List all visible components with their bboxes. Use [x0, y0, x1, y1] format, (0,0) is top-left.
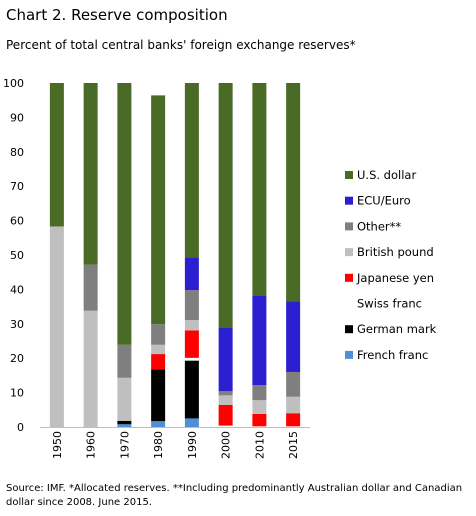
legend-swatch [345, 273, 353, 282]
source-note: Source: IMF. *Allocated reserves. **Incl… [6, 483, 463, 508]
bar-segment [49, 83, 64, 227]
x-tick-label: 1970 [118, 431, 131, 459]
x-tick-label: 1980 [152, 431, 165, 459]
bar-segment [151, 95, 166, 325]
x-tick-label: 1950 [51, 431, 64, 459]
bar-segment [184, 357, 199, 361]
chart-subtitle: Percent of total central banks' foreign … [6, 38, 356, 52]
bar-segment [83, 310, 98, 427]
x-tick-label: 2000 [220, 431, 233, 459]
legend-label: Other** [357, 219, 401, 233]
bar-segment [184, 330, 199, 358]
chart-title: Chart 2. Reserve composition [6, 6, 228, 24]
bar-segment [83, 264, 98, 311]
bar-segment [252, 400, 267, 414]
x-axis: 1950 1960 1970 1980 1990 2000 2010 2015 [40, 427, 310, 459]
legend-swatch [345, 196, 353, 205]
bar-segment [117, 83, 132, 345]
x-tick-label: 1960 [85, 431, 98, 459]
legend-label: French franc [357, 348, 428, 362]
bar-segment [151, 421, 166, 427]
legend-label: British pound [357, 245, 434, 259]
bar-segment [184, 418, 199, 427]
x-tick-label: 2010 [253, 431, 266, 459]
bar-segment [218, 425, 233, 427]
legend-swatch [345, 222, 353, 231]
bar-segment [184, 290, 199, 321]
bar-segment [184, 360, 199, 419]
legend-swatch [345, 325, 353, 334]
y-tick-label: 20 [10, 352, 24, 365]
y-tick-label: 40 [10, 283, 24, 296]
bar-segment [151, 354, 166, 370]
bar-segment [218, 327, 233, 392]
legend-label: U.S. dollar [357, 168, 416, 182]
legend: U.S. dollar ECU/Euro Other** British pound J… [345, 168, 437, 362]
y-tick-label: 60 [10, 215, 24, 228]
bar-area [49, 83, 301, 427]
bar-segment [184, 83, 199, 258]
bar-segment [184, 257, 199, 291]
x-tick-label: 2015 [287, 431, 300, 459]
legend-label: Swiss franc [357, 297, 422, 311]
legend-label: German mark [357, 322, 437, 336]
y-tick-label: 30 [10, 318, 24, 331]
bar-segment [151, 344, 166, 355]
legend-label: Japanese yen [356, 271, 434, 285]
legend-swatch [345, 350, 353, 359]
y-tick-label: 100 [3, 77, 24, 90]
bar-segment [286, 426, 301, 427]
bar-segment [286, 301, 301, 372]
bar-segment [252, 385, 267, 401]
bar-segment [252, 83, 267, 296]
bar-segment [117, 344, 132, 378]
y-tick-label: 90 [10, 111, 24, 124]
bar-segment [83, 83, 98, 265]
bar-segment [151, 324, 166, 345]
y-tick-label: 70 [10, 180, 24, 193]
bar-segment [218, 391, 233, 396]
y-axis: 0 10 20 30 40 50 60 70 80 90 100 [3, 77, 24, 434]
y-tick-label: 80 [10, 146, 24, 159]
bar-segment [218, 83, 233, 328]
bar-segment [117, 420, 132, 425]
y-tick-label: 10 [10, 387, 24, 400]
bar-segment [252, 426, 267, 427]
bar-segment [286, 371, 301, 397]
bar-segment [252, 295, 267, 386]
bar-segment [286, 413, 301, 427]
y-tick-label: 0 [17, 421, 24, 434]
legend-swatch [345, 299, 353, 308]
legend-swatch [345, 248, 353, 257]
bar-segment [218, 395, 233, 405]
bar-segment [117, 424, 132, 427]
bar-segment [151, 369, 166, 422]
bar-segment [184, 320, 199, 331]
bar-segment [286, 83, 301, 302]
bar-segment [218, 404, 233, 426]
bar-segment [252, 413, 267, 427]
bar-segment [49, 226, 64, 427]
y-tick-label: 50 [10, 249, 24, 262]
legend-label: ECU/Euro [357, 194, 411, 208]
bar-segment [286, 396, 301, 414]
x-tick-label: 1990 [186, 431, 199, 459]
bar-segment [117, 377, 132, 421]
legend-swatch [345, 171, 353, 179]
